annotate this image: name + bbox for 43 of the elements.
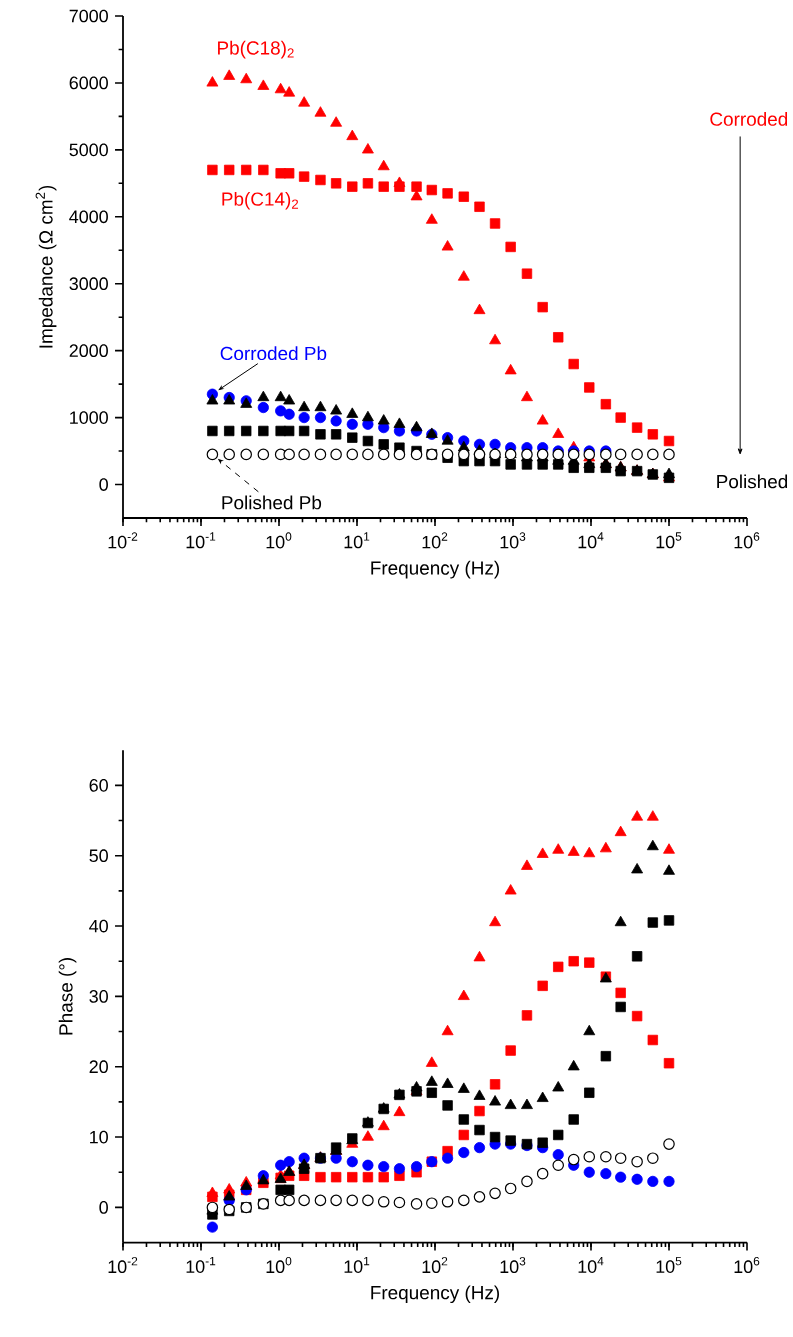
- x-tick-label: 10$^{4}$: [578, 1256, 604, 1273]
- y-tick-label: 10: [90, 1130, 108, 1144]
- y-tick-label: 2000: [69, 344, 108, 358]
- y-tick-label: 30: [89, 990, 108, 1003]
- annotation: Corroded Pb: [220, 346, 327, 361]
- x-tick-label: 10$^{1}$: [344, 1256, 370, 1273]
- y-tick-label: 0: [99, 1201, 108, 1214]
- y-tick-label: 60: [89, 779, 108, 792]
- y-tick-label: 7000: [69, 9, 108, 23]
- x-axis-title: Frequency (Hz): [371, 560, 500, 579]
- x-tick-label: 10$^{2}$: [422, 1256, 448, 1274]
- x-tick-label: 10$^{-2}$: [108, 1256, 138, 1274]
- x-axis-title: Frequency (Hz): [371, 1285, 500, 1304]
- x-tick-label: 10$^{3}$: [500, 1256, 526, 1274]
- x-tick-label: 10$^{1}$: [344, 532, 370, 549]
- y-tick-label: 3000: [69, 277, 108, 291]
- x-tick-label: 10$^{5}$: [656, 1256, 682, 1273]
- annotation: Pb(C14)$_{2}$: [222, 191, 299, 210]
- x-tick-label: 10$^{-2}$: [108, 532, 138, 549]
- y-tick-label: 40: [89, 919, 108, 933]
- annotation: Polished: [717, 474, 788, 489]
- y-tick-label: 5000: [69, 143, 108, 157]
- x-tick-label: 10$^{-1}$: [186, 1256, 216, 1273]
- x-tick-label: 10$^{5}$: [656, 532, 682, 549]
- y-tick-label: 6000: [69, 76, 108, 90]
- y-tick-label: 20: [89, 1060, 108, 1074]
- y-tick-label: 0: [99, 478, 108, 491]
- annotation: Pb(C18)$_{2}$: [218, 40, 294, 59]
- y-tick-label: 4000: [69, 210, 108, 224]
- y-tick-label: 50: [89, 849, 108, 863]
- x-tick-label: 10$^{2}$: [422, 532, 448, 549]
- x-tick-label: 10$^{6}$: [734, 1256, 760, 1274]
- x-tick-label: 10$^{0}$: [266, 1256, 292, 1274]
- y-axis-title: Phase (°): [58, 958, 77, 1035]
- x-tick-label: 10$^{-1}$: [186, 532, 216, 549]
- x-tick-label: 10$^{6}$: [734, 532, 760, 549]
- x-tick-label: 10$^{3}$: [500, 532, 526, 549]
- annotation: Polished Pb: [222, 495, 322, 510]
- annotation: Corroded: [710, 111, 788, 126]
- y-axis-title: Impedance (Ω cm$^{2}$): [35, 185, 57, 348]
- y-tick-label: 1000: [70, 411, 108, 424]
- x-tick-label: 10$^{0}$: [266, 532, 292, 549]
- x-tick-label: 10$^{4}$: [578, 532, 604, 549]
